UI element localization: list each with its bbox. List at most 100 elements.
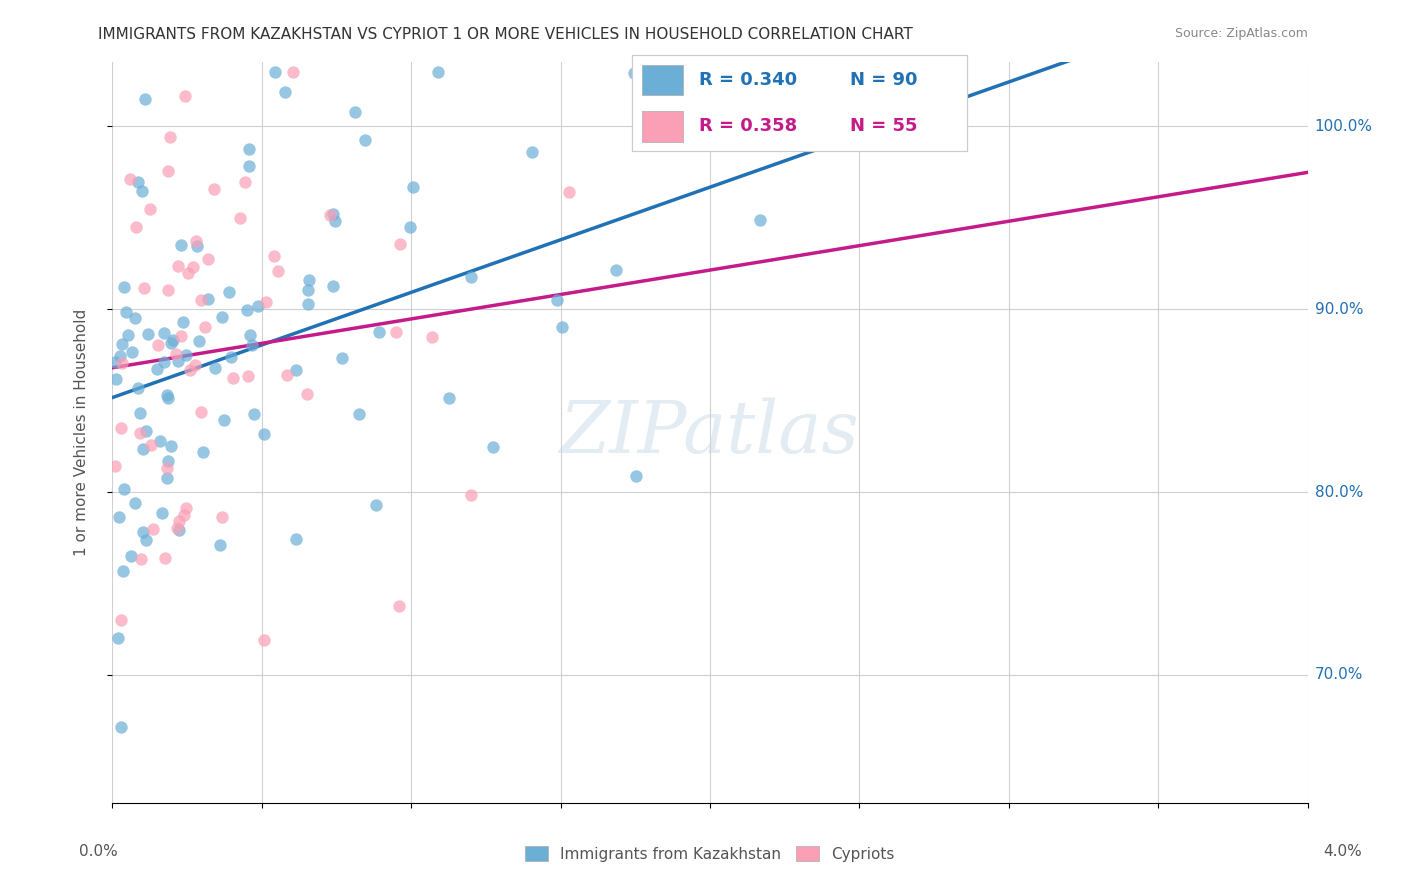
Text: 100.0%: 100.0% (1315, 119, 1372, 134)
Point (322, 278, 344, 293)
Point (177, 266, 200, 280)
Point (190, 405, 212, 419)
Point (160, 335, 183, 350)
Point (222, 371, 245, 385)
Point (204, 360, 226, 375)
Point (247, 299, 270, 313)
Point (437, 391, 460, 405)
Point (165, 346, 187, 360)
Point (388, 599, 411, 614)
Point (157, 392, 180, 406)
Point (132, 442, 155, 456)
Point (179, 363, 201, 377)
Point (127, 175, 149, 189)
Point (139, 202, 162, 217)
Point (167, 515, 190, 529)
Point (115, 304, 138, 318)
Point (319, 208, 342, 222)
Point (197, 252, 219, 266)
Point (263, 64, 285, 78)
Point (150, 506, 173, 520)
Text: 0.0%: 0.0% (79, 845, 118, 859)
Point (233, 175, 256, 189)
Point (169, 237, 191, 252)
Point (209, 538, 232, 552)
Point (146, 338, 169, 352)
Point (482, 440, 505, 454)
Point (239, 328, 262, 343)
Point (156, 471, 179, 485)
Point (149, 434, 172, 449)
Point (284, 532, 307, 546)
Point (162, 333, 184, 347)
Point (354, 133, 377, 147)
Point (422, 330, 444, 344)
Point (184, 358, 207, 372)
Point (111, 337, 134, 351)
Point (167, 354, 190, 368)
Point (167, 259, 190, 273)
Point (253, 633, 276, 648)
Point (285, 363, 308, 377)
Point (186, 239, 208, 253)
Point (108, 510, 131, 524)
Point (174, 500, 197, 515)
Point (460, 270, 482, 285)
Point (173, 508, 195, 523)
Point (212, 413, 235, 427)
Point (295, 386, 318, 401)
Point (188, 334, 211, 348)
Point (624, 468, 647, 483)
Point (190, 293, 212, 307)
Text: 90.0%: 90.0% (1315, 301, 1362, 317)
Point (253, 427, 276, 442)
Point (184, 234, 207, 248)
Point (181, 260, 204, 274)
Point (298, 273, 321, 287)
Point (142, 522, 165, 536)
Point (749, 213, 772, 227)
Text: IMMIGRANTS FROM KAZAKHSTAN VS CYPRIOT 1 OR MORE VEHICLES IN HOUSEHOLD CORRELATIO: IMMIGRANTS FROM KAZAKHSTAN VS CYPRIOT 1 … (98, 27, 912, 42)
Point (110, 720, 132, 734)
Point (120, 549, 142, 563)
Point (128, 426, 150, 441)
Point (167, 523, 190, 537)
Point (157, 454, 180, 468)
Point (108, 349, 131, 363)
Point (238, 142, 260, 156)
Point (112, 280, 135, 294)
Point (263, 249, 285, 263)
Text: 70.0%: 70.0% (1315, 667, 1362, 682)
Point (104, 354, 127, 368)
Point (229, 211, 252, 225)
Point (157, 163, 180, 178)
Point (174, 348, 197, 362)
Point (273, 85, 295, 99)
Point (139, 438, 162, 452)
Point (546, 293, 568, 307)
Point (325, 214, 347, 228)
Point (124, 311, 146, 326)
Point (460, 488, 482, 502)
Point (110, 613, 132, 627)
Legend: Immigrants from Kazakhstan, Cypriots: Immigrants from Kazakhstan, Cypriots (524, 846, 896, 862)
Point (136, 327, 159, 342)
Point (557, 185, 579, 199)
Point (297, 297, 319, 311)
Point (135, 533, 157, 547)
Text: Source: ZipAtlas.com: Source: ZipAtlas.com (1174, 27, 1308, 40)
Point (170, 329, 193, 343)
Point (427, 64, 450, 78)
Point (159, 130, 181, 145)
Point (343, 105, 366, 120)
Point (330, 351, 353, 366)
Point (153, 355, 176, 369)
Text: ZIPatlas: ZIPatlas (560, 397, 860, 468)
Point (111, 564, 134, 578)
Point (166, 521, 188, 535)
Point (127, 381, 149, 395)
Point (384, 325, 406, 339)
Point (349, 407, 371, 421)
Point (267, 263, 290, 277)
Y-axis label: 1 or more Vehicles in Household: 1 or more Vehicles in Household (75, 309, 89, 557)
